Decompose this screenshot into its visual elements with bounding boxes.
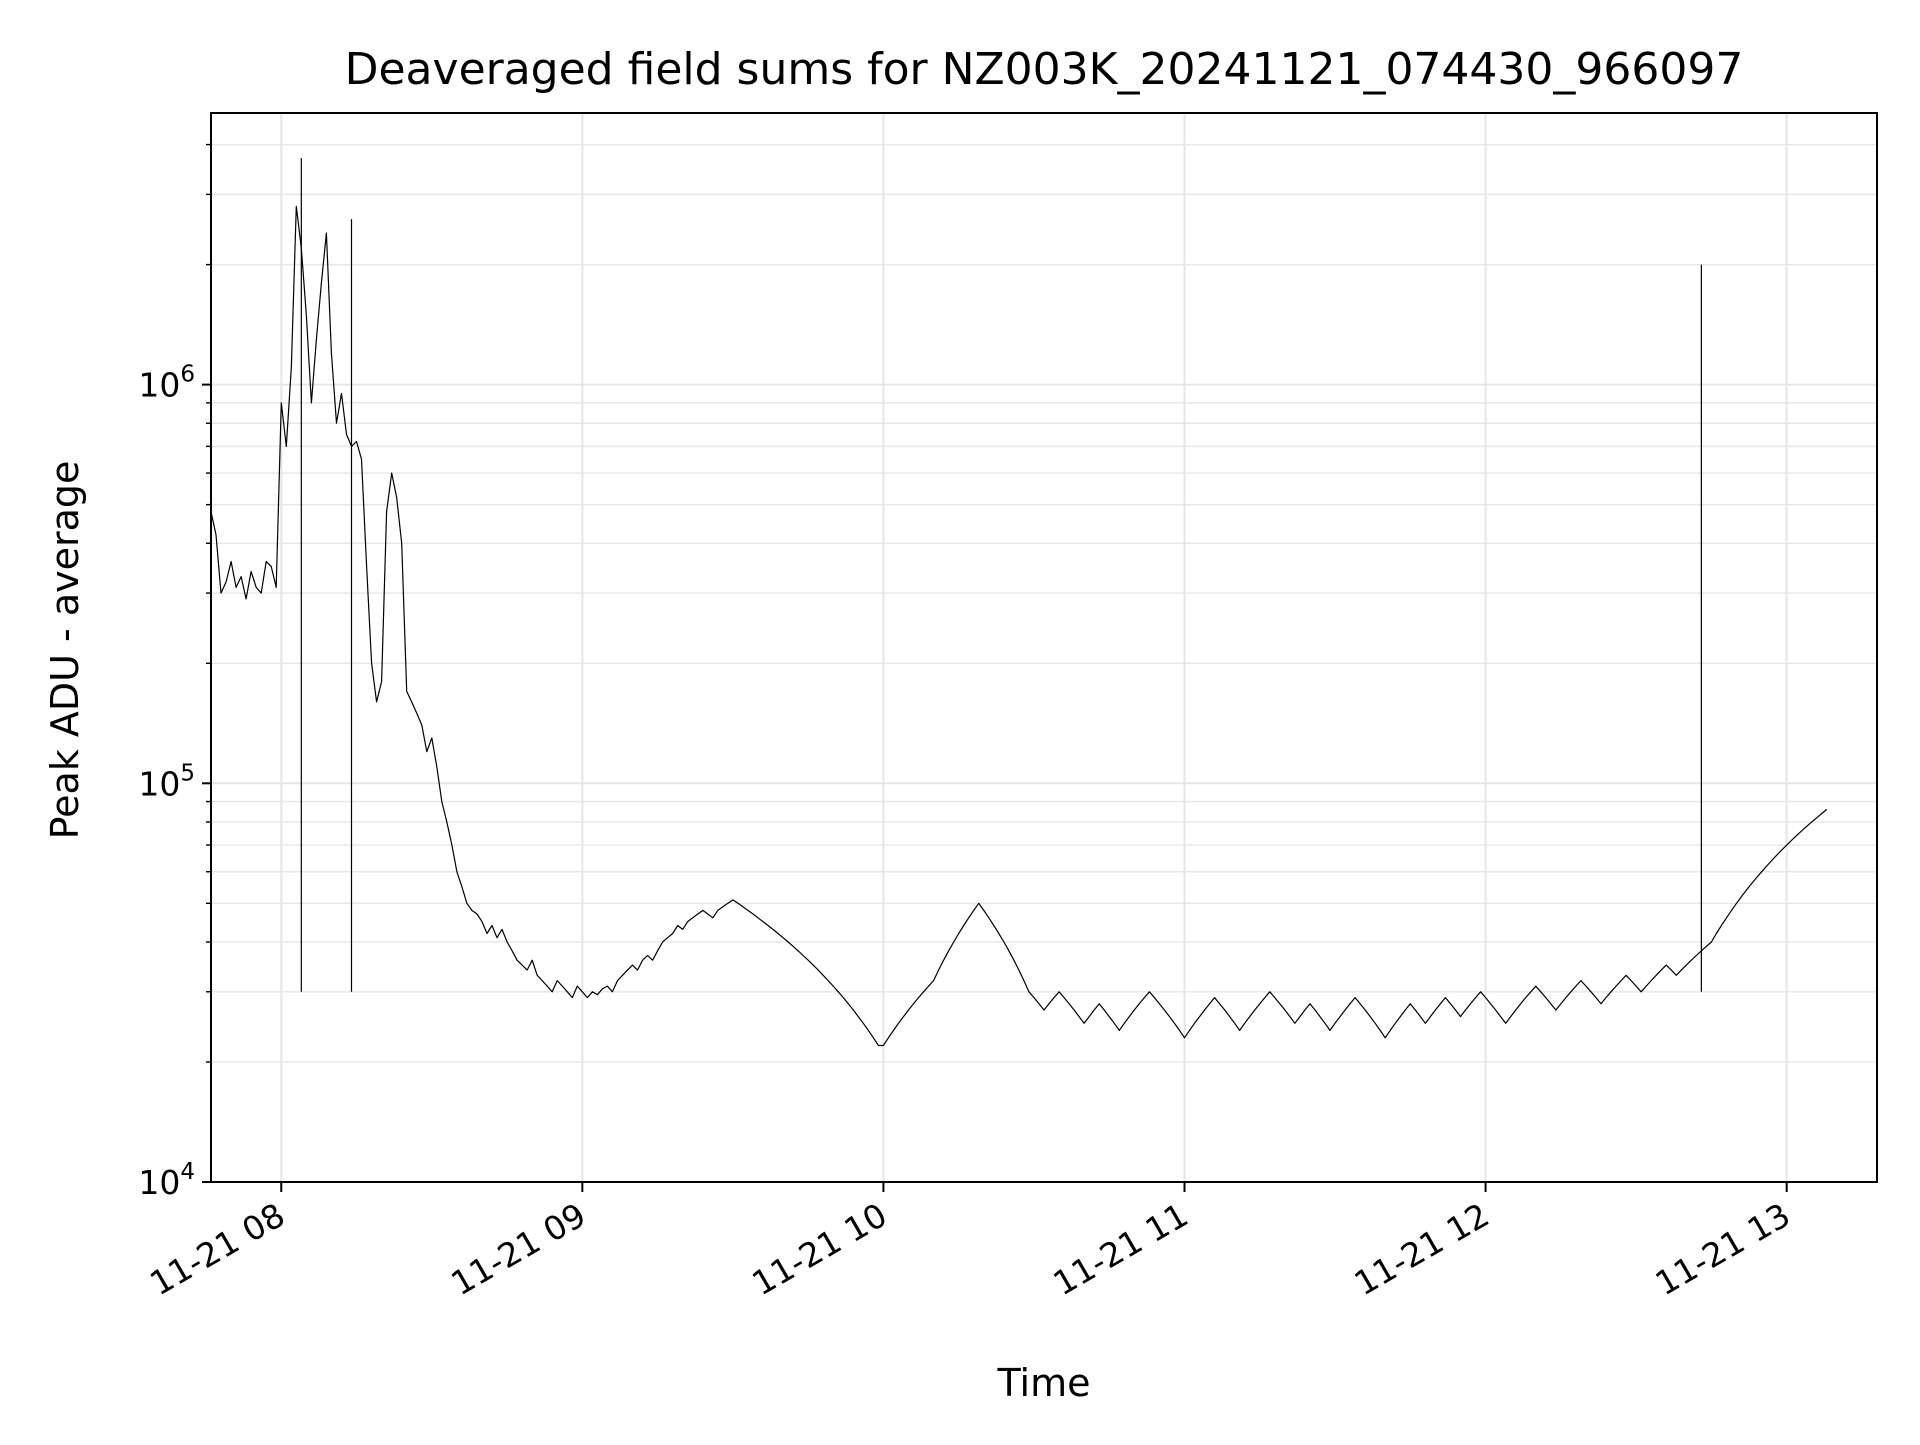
y-tick-label: 106 xyxy=(138,362,195,405)
grid xyxy=(211,113,1877,1183)
x-axis-label: Time xyxy=(997,1361,1091,1405)
plot-frame xyxy=(210,112,1878,1183)
y-tick-label: 104 xyxy=(138,1159,195,1202)
y-tick-label: 105 xyxy=(138,760,195,803)
y-axis-label: Peak ADU - average xyxy=(43,461,87,840)
series-group xyxy=(210,158,1828,1047)
series-line xyxy=(210,205,1828,1047)
chart-title: Deaveraged field sums for NZ003K_2024112… xyxy=(345,44,1744,95)
